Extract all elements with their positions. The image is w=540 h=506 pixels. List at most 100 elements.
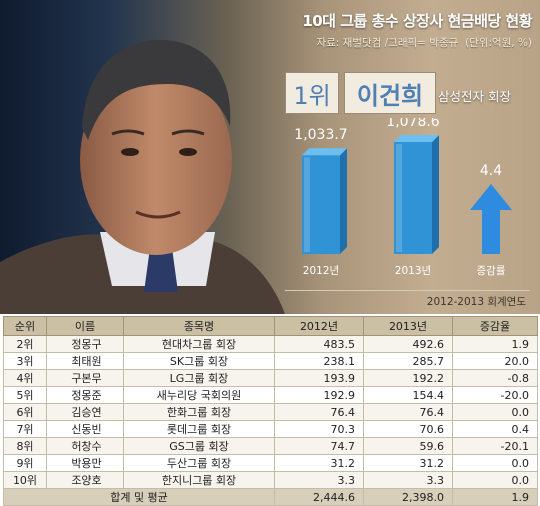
value-label-1: 1,078.6 <box>386 118 440 130</box>
name-cell: 김승연 <box>46 403 124 421</box>
value-2013-cell: 3.3 <box>363 471 453 489</box>
bar-0 <box>302 155 340 254</box>
face-shape <box>80 65 232 255</box>
company-cell: GS그룹 회장 <box>123 437 275 455</box>
category-label-0: 2012년 <box>303 265 339 277</box>
company-cell: SK그룹 회장 <box>123 352 275 370</box>
chart-baseline <box>285 290 530 291</box>
change-cell: 0.4 <box>452 420 538 438</box>
table-row: 4위 구본무 LG그룹 회장 193.9 192.2 -0.8 <box>3 369 538 387</box>
leader-position: 삼성전자 회장 <box>438 89 511 104</box>
bar-1 <box>394 142 432 254</box>
value-2012-cell: 76.4 <box>274 403 364 421</box>
value-2012-cell: 192.9 <box>274 386 364 404</box>
category-label-1: 2013년 <box>395 265 431 277</box>
bar-top-1 <box>394 135 439 142</box>
tie-shape <box>144 248 178 292</box>
total-label: 합계 및 평균 <box>3 488 275 506</box>
header-2012: 2012년 <box>274 316 364 336</box>
value-label-0: 1,033.7 <box>294 127 347 143</box>
change-cell: 0.0 <box>452 471 538 489</box>
value-2012-cell: 3.3 <box>274 471 364 489</box>
value-2012-cell: 238.1 <box>274 352 364 370</box>
value-2012-cell: 483.5 <box>274 335 364 353</box>
value-2013-cell: 492.6 <box>363 335 453 353</box>
bar-shine-1 <box>396 144 402 252</box>
table-row: 6위 김승연 한화그룹 회장 76.4 76.4 0.0 <box>3 403 538 421</box>
change-cell: 0.0 <box>452 403 538 421</box>
company-cell: 롯데그룹 회장 <box>123 420 275 438</box>
table-row: 2위 정몽구 현대차그룹 회장 483.5 492.6 1.9 <box>3 335 538 353</box>
infographic-title: 10대 그룹 총수 상장사 현금배당 현황 <box>302 12 532 30</box>
rank-cell: 5위 <box>3 386 47 404</box>
unit-note: (단위:억원, %) <box>464 37 532 49</box>
change-cell: 20.0 <box>452 352 538 370</box>
change-arrow <box>470 184 512 254</box>
company-cell: LG그룹 회장 <box>123 369 275 387</box>
value-2013-cell: 192.2 <box>363 369 453 387</box>
dividend-chart: 1,033.7 2012년 1,078.6 2013년 4.4 증감률 <box>294 118 512 277</box>
rank-label: 1위 <box>285 72 339 114</box>
bar-shine-0 <box>304 157 310 252</box>
company-cell: 새누리당 국회의원 <box>123 386 275 404</box>
dividend-table: 순위 이름 종목명 2012년 2013년 증감율 2위 정몽구 현대차그룹 회장 483.5 4… <box>3 316 538 506</box>
name-cell: 구본무 <box>46 369 124 387</box>
total-change: 1.9 <box>452 488 538 506</box>
company-cell: 한화그룹 회장 <box>123 403 275 421</box>
header-2013: 2013년 <box>363 316 453 336</box>
header-change: 증감율 <box>452 316 538 336</box>
value-2013-cell: 285.7 <box>363 352 453 370</box>
total-2013: 2,398.0 <box>363 488 453 506</box>
rank-cell: 4위 <box>3 369 47 387</box>
name-cell: 조양호 <box>46 471 124 489</box>
name-cell: 정몽구 <box>46 335 124 353</box>
table-row: 10위 조양호 한지니그룹 회장 3.3 3.3 0.0 <box>3 471 538 489</box>
table-body: 2위 정몽구 현대차그룹 회장 483.5 492.6 1.9 3위 최태원 SK그룹 회장 23… <box>3 335 538 489</box>
portrait-photo <box>0 39 285 314</box>
rank-cell: 3위 <box>3 352 47 370</box>
name-cell: 허창수 <box>46 437 124 455</box>
rank-cell: 8위 <box>3 437 47 455</box>
change-cell: -0.8 <box>452 369 538 387</box>
value-2013-cell: 70.6 <box>363 420 453 438</box>
change-cell: 0.0 <box>452 454 538 472</box>
rank-cell: 7위 <box>3 420 47 438</box>
change-cell: 1.9 <box>452 335 538 353</box>
rank-cell: 10위 <box>3 471 47 489</box>
table-header-row: 순위 이름 종목명 2012년 2013년 증감율 <box>3 316 538 336</box>
bar-top-0 <box>302 148 347 156</box>
source-line: 자료: 재벌닷컴 /그래픽= 박종규 (단위:억원, %) <box>270 35 532 50</box>
value-label-2: 4.4 <box>480 163 502 179</box>
name-cell: 최태원 <box>46 352 124 370</box>
name-cell: 박용만 <box>46 454 124 472</box>
table-row: 5위 정몽준 새누리당 국회의원 192.9 154.4 -20.0 <box>3 386 538 404</box>
total-2012: 2,444.6 <box>274 488 364 506</box>
table-row: 7위 신동빈 롯데그룹 회장 70.3 70.6 0.4 <box>3 420 538 438</box>
name-cell: 정몽준 <box>46 386 124 404</box>
table-row: 9위 박용만 두산그룹 회장 31.2 31.2 0.0 <box>3 454 538 472</box>
company-cell: 두산그룹 회장 <box>123 454 275 472</box>
bar-side-0 <box>340 148 347 254</box>
change-cell: -20.1 <box>452 437 538 455</box>
rank-cell: 2위 <box>3 335 47 353</box>
category-label-2: 증감률 <box>477 265 506 277</box>
value-2013-cell: 76.4 <box>363 403 453 421</box>
hair-shape <box>82 39 231 140</box>
infographic-header: 10대 그룹 총수 상장사 현금배당 현황 자료: 재벌닷컴 /그래픽= 박종규… <box>0 0 540 314</box>
company-cell: 한지니그룹 회장 <box>123 471 275 489</box>
table-row: 8위 허창수 GS그룹 회장 74.7 59.6 -20.1 <box>3 437 538 455</box>
value-2013-cell: 59.6 <box>363 437 453 455</box>
value-2012-cell: 70.3 <box>274 420 364 438</box>
value-2013-cell: 31.2 <box>363 454 453 472</box>
leader-name: 이건희 <box>344 72 436 114</box>
rank-cell: 6위 <box>3 403 47 421</box>
table-row: 3위 최태원 SK그룹 회장 238.1 285.7 20.0 <box>3 352 538 370</box>
period-note: 2012-2013 회계연도 <box>426 296 526 308</box>
value-2013-cell: 154.4 <box>363 386 453 404</box>
header-name: 이름 <box>46 316 124 336</box>
value-2012-cell: 31.2 <box>274 454 364 472</box>
header-company: 종목명 <box>123 316 275 336</box>
company-cell: 현대차그룹 회장 <box>123 335 275 353</box>
name-cell: 신동빈 <box>46 420 124 438</box>
change-cell: -20.0 <box>452 386 538 404</box>
